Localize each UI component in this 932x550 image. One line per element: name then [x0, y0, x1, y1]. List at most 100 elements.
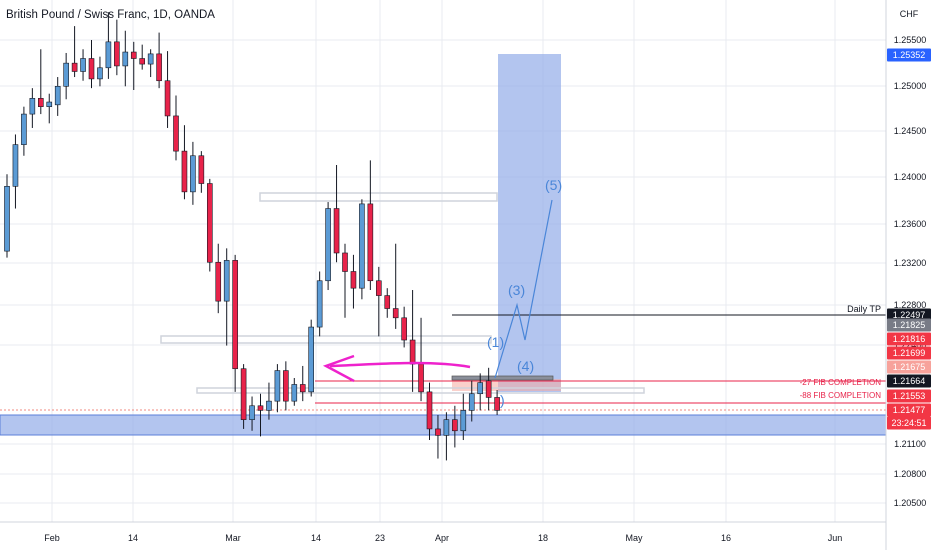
candle[interactable] — [274, 364, 281, 413]
candle[interactable] — [316, 271, 323, 337]
candle[interactable] — [325, 202, 331, 291]
time-tick-label: May — [625, 533, 643, 543]
price-badge: 1.21553 — [887, 389, 931, 403]
candle[interactable] — [4, 174, 10, 258]
price-badge-label: 1.22497 — [893, 310, 926, 320]
candle[interactable] — [181, 125, 188, 200]
candle[interactable] — [215, 243, 222, 314]
time-tick-label: 14 — [128, 533, 138, 543]
resistance-box-upper — [259, 192, 498, 202]
candle[interactable] — [401, 306, 407, 348]
candle[interactable] — [223, 248, 230, 346]
candle-body — [71, 62, 78, 72]
candle[interactable] — [173, 95, 179, 161]
time-axis[interactable]: Feb 14 Mar 14 23 Apr 18 May 16 Jun — [44, 533, 842, 543]
candle-body — [316, 280, 323, 328]
candle-body — [173, 115, 179, 152]
wave-label-1: (1) — [487, 334, 504, 350]
candle[interactable] — [308, 319, 315, 397]
candle[interactable] — [477, 373, 484, 411]
candle-body — [164, 80, 171, 117]
candle[interactable] — [114, 19, 120, 76]
candle[interactable] — [164, 51, 171, 128]
wave-label-2: ) — [500, 392, 505, 408]
candle[interactable] — [257, 393, 264, 437]
candle-body — [468, 393, 475, 411]
candle[interactable] — [54, 77, 61, 116]
candle[interactable] — [21, 106, 27, 156]
price-badge-bg — [887, 374, 931, 388]
candle[interactable] — [342, 243, 348, 318]
candle-body — [333, 208, 340, 254]
candle-body — [350, 271, 357, 289]
candle[interactable] — [105, 12, 112, 79]
price-badge-bg — [887, 346, 931, 360]
price-badge-label: 1.21825 — [893, 320, 926, 330]
price-badge-label: 1.21477 — [893, 405, 926, 415]
fib27-label: -27 FIB COMPLETION — [800, 378, 882, 387]
candle[interactable] — [350, 254, 357, 309]
candle[interactable] — [359, 199, 365, 300]
candle[interactable] — [130, 41, 137, 91]
candle-body — [4, 186, 10, 252]
candle[interactable] — [88, 40, 95, 89]
price-badge-bg — [887, 403, 931, 417]
time-tick-label: 18 — [538, 533, 548, 543]
candle-body — [139, 58, 145, 65]
fib88-label: -88 FIB COMPLETION — [800, 391, 882, 400]
price-badge: 1.21664 — [887, 374, 931, 388]
candle[interactable] — [147, 49, 154, 78]
candle[interactable] — [452, 405, 458, 448]
candle[interactable] — [291, 377, 298, 406]
candle[interactable] — [63, 52, 69, 100]
candle[interactable] — [435, 415, 441, 459]
candle-body — [485, 380, 492, 398]
candle[interactable] — [299, 365, 306, 402]
candle[interactable] — [207, 178, 213, 272]
candle[interactable] — [283, 361, 289, 411]
candle[interactable] — [266, 382, 272, 420]
candle[interactable] — [333, 165, 340, 263]
price-badge-bg — [887, 416, 931, 430]
price-badge-bg — [887, 318, 931, 332]
candle[interactable] — [460, 393, 467, 441]
candle[interactable] — [122, 30, 129, 87]
price-badge: 1.21477 — [887, 403, 931, 417]
candle[interactable] — [426, 382, 433, 441]
wave-label-5: (5) — [545, 177, 562, 193]
chart-title: British Pound / Swiss Franc, 1D, OANDA — [6, 9, 215, 21]
candle-body — [156, 53, 162, 82]
support-zone — [0, 414, 887, 436]
candle[interactable] — [139, 44, 145, 70]
candle[interactable] — [190, 141, 196, 205]
candle[interactable] — [232, 254, 238, 392]
candle[interactable] — [97, 56, 103, 87]
candle[interactable] — [240, 364, 247, 429]
candle-body — [257, 405, 264, 411]
candle[interactable] — [375, 266, 382, 337]
candle[interactable] — [156, 32, 162, 89]
candle[interactable] — [80, 49, 86, 81]
candle[interactable] — [46, 93, 53, 124]
candle[interactable] — [384, 288, 391, 318]
candles — [4, 12, 500, 461]
candle[interactable] — [485, 367, 492, 411]
candle-body — [435, 428, 441, 436]
candle[interactable] — [367, 160, 374, 291]
candle[interactable] — [29, 88, 36, 128]
candle[interactable] — [392, 243, 399, 329]
candle[interactable] — [468, 380, 475, 422]
candle[interactable] — [198, 151, 205, 193]
price-tick-label: 1.25500 — [894, 35, 927, 45]
candle[interactable] — [12, 134, 19, 209]
candle[interactable] — [71, 26, 78, 78]
candle-body — [375, 280, 382, 296]
time-tick-label: Apr — [435, 533, 449, 543]
candle-body — [401, 317, 407, 341]
candle[interactable] — [443, 412, 450, 461]
candle-body — [418, 363, 424, 393]
candle[interactable] — [249, 396, 255, 431]
candle[interactable] — [37, 49, 44, 115]
candle[interactable] — [494, 390, 500, 416]
